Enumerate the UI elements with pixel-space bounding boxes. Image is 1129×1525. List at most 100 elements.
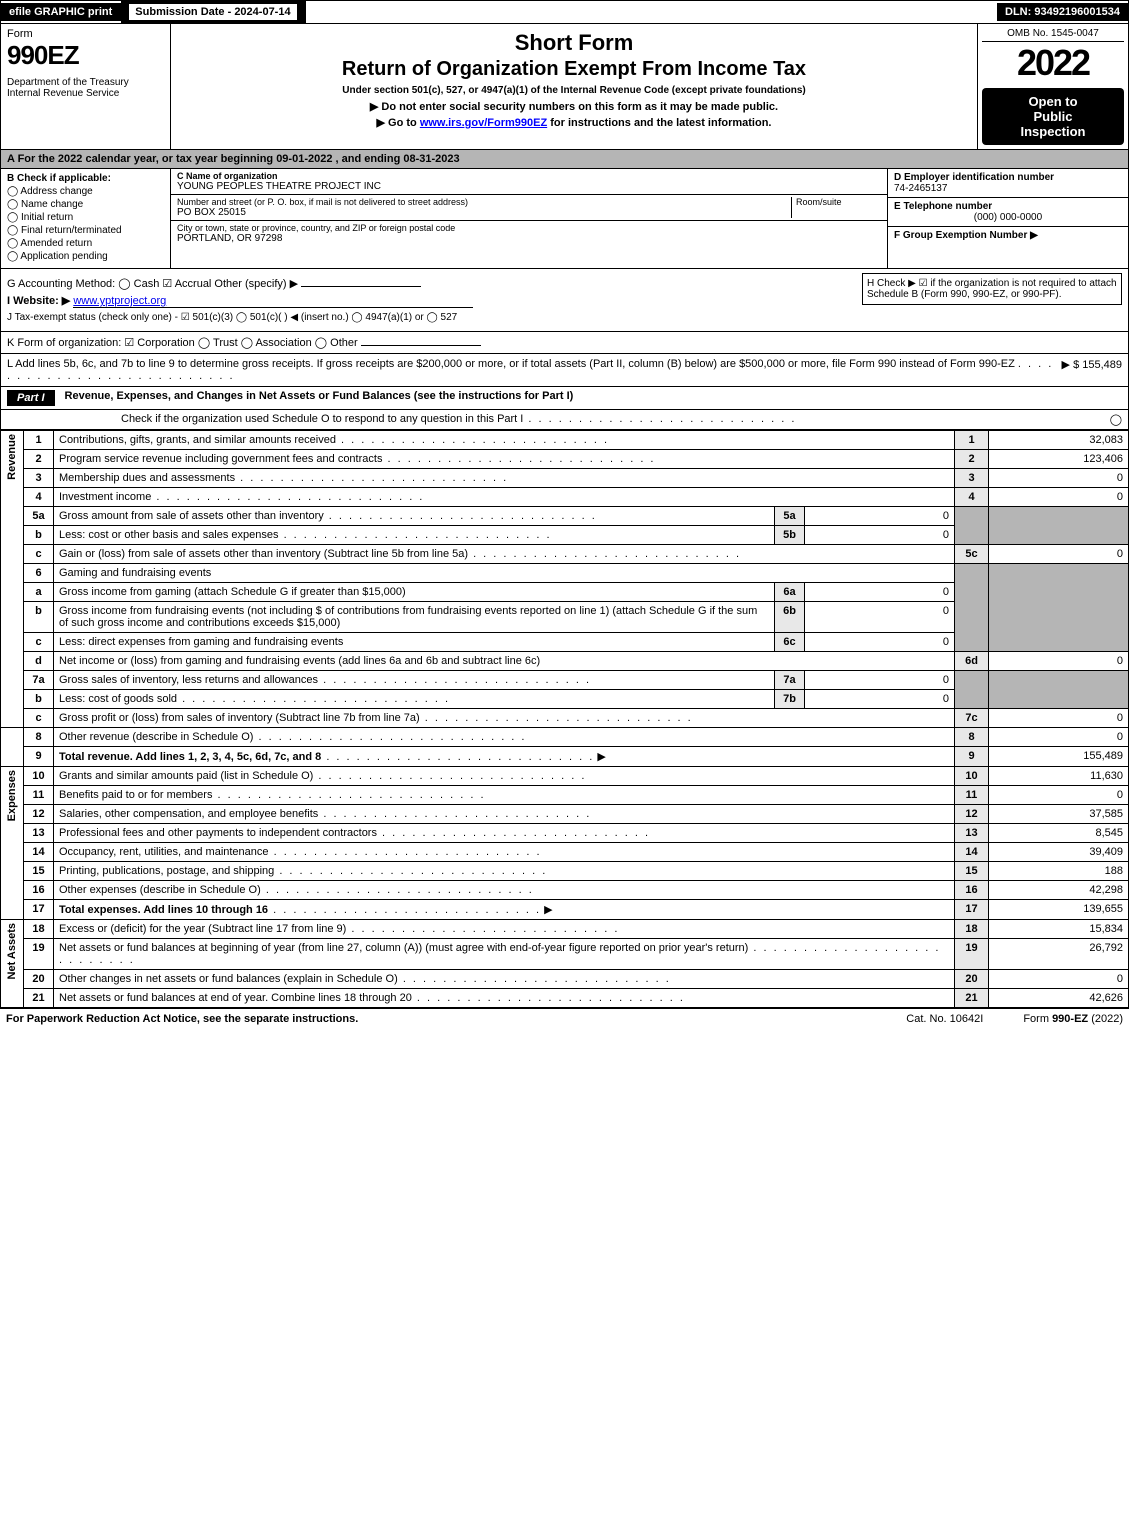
irs-label: Internal Revenue Service xyxy=(7,88,164,99)
l2-col: 2 xyxy=(955,450,989,469)
table-row: 16 Other expenses (describe in Schedule … xyxy=(1,881,1129,900)
footer: For Paperwork Reduction Act Notice, see … xyxy=(0,1008,1129,1029)
l19-val: 26,792 xyxy=(989,939,1129,970)
l15-num: 15 xyxy=(24,862,54,881)
instr-goto: ▶ Go to www.irs.gov/Form990EZ for instru… xyxy=(179,116,969,129)
row-j: J Tax-exempt status (check only one) - ☑… xyxy=(7,312,1122,323)
irs-link[interactable]: www.irs.gov/Form990EZ xyxy=(420,117,547,129)
header-center: Short Form Return of Organization Exempt… xyxy=(171,24,978,149)
form-header: Form 990EZ Department of the Treasury In… xyxy=(0,24,1129,150)
footer-left: For Paperwork Reduction Act Notice, see … xyxy=(6,1013,866,1025)
l11-desc: Benefits paid to or for members xyxy=(54,786,955,805)
chk-final-return-label: Final return/terminated xyxy=(21,225,122,236)
omb-number: OMB No. 1545-0047 xyxy=(982,28,1124,42)
part1-check-value[interactable]: ◯ xyxy=(1110,413,1122,426)
l5b-num: b xyxy=(24,526,54,545)
l16-desc: Other expenses (describe in Schedule O) xyxy=(54,881,955,900)
l5a-sn: 5a xyxy=(775,507,805,526)
l7b-sv: 0 xyxy=(805,690,955,709)
l9-num: 9 xyxy=(24,747,54,767)
l7b-desc: Less: cost of goods sold xyxy=(54,690,775,709)
l6d-col: 6d xyxy=(955,652,989,671)
expenses-section-label: Expenses xyxy=(1,767,24,920)
header-left: Form 990EZ Department of the Treasury In… xyxy=(1,24,171,149)
l3-num: 3 xyxy=(24,469,54,488)
l6b-sn: 6b xyxy=(775,602,805,633)
part1-check-row: Check if the organization used Schedule … xyxy=(0,410,1129,430)
table-row: Net Assets 18 Excess or (deficit) for th… xyxy=(1,920,1129,939)
table-row: 4 Investment income 4 0 xyxy=(1,488,1129,507)
section-ghij: H Check ▶ ☑ if the organization is not r… xyxy=(0,269,1129,332)
phone-value: (000) 000-0000 xyxy=(894,212,1122,223)
l2-num: 2 xyxy=(24,450,54,469)
l7a-sv: 0 xyxy=(805,671,955,690)
chk-address-change[interactable]: ◯ Address change xyxy=(7,186,164,197)
l6c-sv: 0 xyxy=(805,633,955,652)
l13-num: 13 xyxy=(24,824,54,843)
l21-col: 21 xyxy=(955,989,989,1008)
l9-col: 9 xyxy=(955,747,989,767)
l7a-desc: Gross sales of inventory, less returns a… xyxy=(54,671,775,690)
table-row: 14 Occupancy, rent, utilities, and maint… xyxy=(1,843,1129,862)
l4-desc: Investment income xyxy=(54,488,955,507)
city-label: City or town, state or province, country… xyxy=(177,223,881,233)
chk-name-change[interactable]: ◯ Name change xyxy=(7,199,164,210)
l3-desc: Membership dues and assessments xyxy=(54,469,955,488)
row-k: K Form of organization: ☑ Corporation ◯ … xyxy=(0,332,1129,354)
l4-col: 4 xyxy=(955,488,989,507)
l7a-num: 7a xyxy=(24,671,54,690)
instr2-suffix: for instructions and the latest informat… xyxy=(547,117,771,129)
open-to-public: Open to Public Inspection xyxy=(982,88,1124,145)
chk-initial-return[interactable]: ◯ Initial return xyxy=(7,212,164,223)
group-exemption-label: F Group Exemption Number ▶ xyxy=(894,230,1122,241)
l7b-num: b xyxy=(24,690,54,709)
l6c-sn: 6c xyxy=(775,633,805,652)
chk-application-pending[interactable]: ◯ Application pending xyxy=(7,251,164,262)
chk-amended-return[interactable]: ◯ Amended return xyxy=(7,238,164,249)
table-row: 5a Gross amount from sale of assets othe… xyxy=(1,507,1129,526)
chk-application-pending-label: Application pending xyxy=(20,251,107,262)
website-link[interactable]: www.yptproject.org xyxy=(73,295,473,308)
l10-desc: Grants and similar amounts paid (list in… xyxy=(54,767,955,786)
table-row: 15 Printing, publications, postage, and … xyxy=(1,862,1129,881)
subtitle: Under section 501(c), 527, or 4947(a)(1)… xyxy=(179,85,969,96)
box-h-text: H Check ▶ ☑ if the organization is not r… xyxy=(867,278,1117,300)
open3: Inspection xyxy=(986,124,1120,139)
l7ab-greyval xyxy=(989,671,1129,709)
table-row: 2 Program service revenue including gove… xyxy=(1,450,1129,469)
table-row: c Gross profit or (loss) from sales of i… xyxy=(1,709,1129,728)
l18-desc: Excess or (deficit) for the year (Subtra… xyxy=(54,920,955,939)
l9-val: 155,489 xyxy=(989,747,1129,767)
l16-val: 42,298 xyxy=(989,881,1129,900)
part1-title: Revenue, Expenses, and Changes in Net As… xyxy=(55,390,1122,406)
table-row: 19 Net assets or fund balances at beginn… xyxy=(1,939,1129,970)
org-other-input[interactable] xyxy=(361,345,481,346)
l11-val: 0 xyxy=(989,786,1129,805)
l21-val: 42,626 xyxy=(989,989,1129,1008)
short-form-title: Short Form xyxy=(179,30,969,56)
l5b-sn: 5b xyxy=(775,526,805,545)
l18-num: 18 xyxy=(24,920,54,939)
l6a-desc: Gross income from gaming (attach Schedul… xyxy=(54,583,775,602)
l2-desc: Program service revenue including govern… xyxy=(54,450,955,469)
accounting-other-input[interactable] xyxy=(301,286,421,287)
box-h: H Check ▶ ☑ if the organization is not r… xyxy=(862,273,1122,305)
l15-val: 188 xyxy=(989,862,1129,881)
l7c-val: 0 xyxy=(989,709,1129,728)
l6b-desc: Gross income from fundraising events (no… xyxy=(54,602,775,633)
top-bar: efile GRAPHIC print Submission Date - 20… xyxy=(0,0,1129,24)
website-label: I Website: ▶ xyxy=(7,295,70,307)
row-l-amount: ▶ $ 155,489 xyxy=(1062,358,1122,382)
box-c: C Name of organization YOUNG PEOPLES THE… xyxy=(171,169,888,268)
l5c-num: c xyxy=(24,545,54,564)
l6a-sn: 6a xyxy=(775,583,805,602)
ein-label: D Employer identification number xyxy=(894,172,1122,183)
org-name: YOUNG PEOPLES THEATRE PROJECT INC xyxy=(177,181,881,192)
chk-final-return[interactable]: ◯ Final return/terminated xyxy=(7,225,164,236)
submission-date-value: Submission Date - 2024-07-14 xyxy=(129,4,296,20)
l1-num: 1 xyxy=(24,431,54,450)
l7c-num: c xyxy=(24,709,54,728)
room-label: Room/suite xyxy=(796,197,881,207)
l6d-desc: Net income or (loss) from gaming and fun… xyxy=(54,652,955,671)
efile-label[interactable]: efile GRAPHIC print xyxy=(1,3,121,21)
